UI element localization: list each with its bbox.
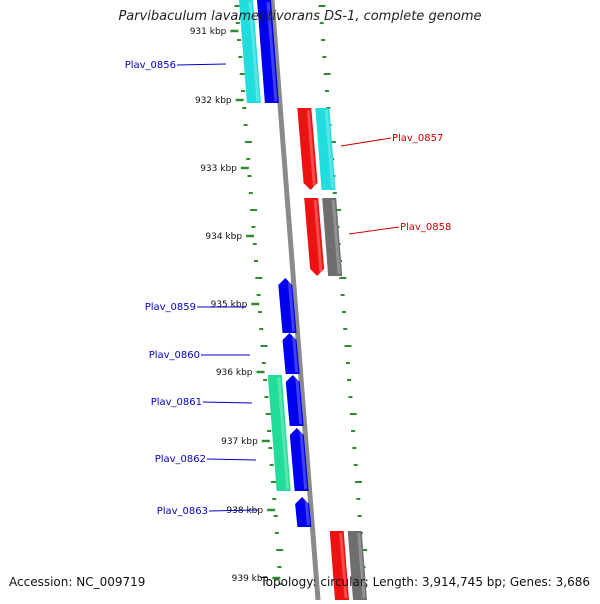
genome-summary: Topology: circular; Length: 3,914,745 bp…: [260, 575, 590, 589]
gene-block-highlight: [313, 199, 323, 275]
gene-leader-line: [340, 137, 392, 147]
gene-block-highlight: [357, 532, 366, 599]
gene-block: [285, 375, 304, 426]
gene-label[interactable]: Plav_0862: [155, 454, 206, 465]
gene-block-highlight: [339, 532, 348, 599]
gene-block-highlight: [306, 109, 317, 189]
gene-block-highlight: [324, 109, 335, 189]
gene-label[interactable]: Plav_0857: [392, 133, 443, 144]
gene-block: [289, 428, 309, 491]
gene-block: [295, 497, 312, 527]
gene-block-highlight: [266, 1, 278, 102]
gene-block-highlight: [248, 1, 260, 102]
gene-label[interactable]: Plav_0859: [145, 302, 196, 313]
gene-labels: Plav_0856 Plav_0857 Plav_0858 Plav_0859 Plav…: [125, 60, 452, 517]
gene-leader-line: [176, 63, 227, 66]
scale-label: 934 kbp: [205, 232, 242, 242]
gene-block-highlight: [292, 334, 299, 373]
gene-label[interactable]: Plav_0863: [157, 506, 208, 517]
scale-label: 933 kbp: [200, 164, 237, 174]
scale-label: 932 kbp: [195, 96, 232, 106]
gene-block: [322, 198, 343, 276]
gene-label[interactable]: Plav_0861: [151, 397, 202, 408]
gene-leader-line: [202, 401, 253, 404]
scale-labels: 931 kbp 932 kbp 933 kbp 934 kbp 935 kbp 936 k…: [190, 27, 281, 584]
scale-label: 938 kbp: [226, 506, 263, 516]
gene-block: [257, 0, 279, 103]
gene-block-highlight: [304, 498, 310, 526]
gene-leader-line: [208, 509, 259, 512]
scale-label: 936 kbp: [216, 368, 253, 378]
gene-block: [304, 198, 325, 276]
gene-block: [347, 531, 367, 600]
scale-label: 931 kbp: [190, 27, 227, 37]
gene-label[interactable]: Plav_0856: [125, 60, 176, 71]
gene-block-highlight: [295, 376, 303, 425]
gene-block: [278, 278, 297, 333]
accession-label: Accession: NC_009719: [9, 575, 146, 589]
genome-backbone: [269, 0, 321, 601]
gene-block: [282, 333, 300, 374]
gene-leader-line: [348, 226, 400, 235]
scale-label: 939 kbp: [232, 574, 269, 584]
gene-label[interactable]: Plav_0860: [149, 350, 200, 361]
map-title: Parvibaculum lavamentivorans DS-1, compl…: [118, 9, 482, 24]
gene-block: [315, 108, 336, 190]
gene-block-highlight: [299, 429, 308, 490]
gene-block-highlight: [277, 376, 290, 490]
scale-ticks: [234, 5, 368, 585]
gene-block-highlight: [331, 199, 341, 275]
gene-block: [329, 531, 349, 600]
scale-label: 935 kbp: [211, 300, 248, 310]
gene-block: [267, 375, 291, 491]
gene-block-highlight: [287, 279, 296, 332]
gene-block: [297, 108, 318, 190]
feature-blocks: [239, 0, 367, 600]
gene-label[interactable]: Plav_0858: [400, 222, 451, 233]
gene-leader-line: [206, 458, 257, 461]
gene-block: [239, 0, 261, 103]
scale-label: 937 kbp: [221, 437, 258, 447]
